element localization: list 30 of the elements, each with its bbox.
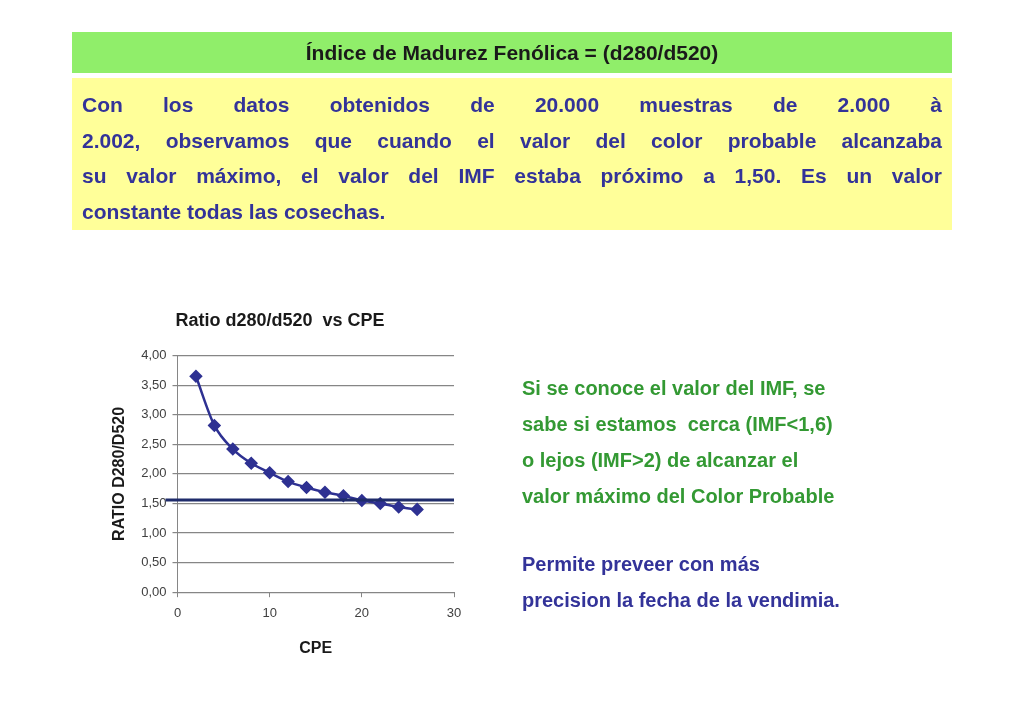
y-tick-label: 3,00 [141, 406, 167, 422]
text: Índice de Madurez Fenólica = (d280/d520) [72, 32, 952, 73]
x-tick-label: 20 [354, 604, 370, 620]
text: Si se conoce el valor del IMF, se sabe si estamos cerca (IMF<1,6) o lejos (IMF>2) de alcanzar el valor máximo del Color Probable [522, 376, 836, 509]
point [281, 475, 295, 488]
y-tick-label: 1,00 [141, 524, 167, 540]
x-tick-label: 0 [173, 604, 182, 620]
point [189, 370, 203, 383]
point [300, 481, 313, 494]
text: Permite preveer con más precision la fecha de la vendimia. [522, 552, 841, 613]
point [410, 503, 424, 516]
point [392, 500, 405, 514]
y-tick-label: 0,00 [141, 583, 167, 599]
y-tick-label: 0,50 [141, 554, 167, 570]
x-axis-title: CPE [299, 638, 333, 656]
y-tick-label: 1,50 [141, 495, 167, 511]
x-tick-label: 10 [262, 604, 277, 620]
y-tick-label: 2,50 [141, 435, 167, 451]
point [318, 485, 332, 499]
point [244, 457, 258, 470]
y-axis-title: RATIO D280/D520 [110, 406, 128, 541]
y-tick-label: 2,00 [141, 465, 167, 481]
text: Con los datos obtenidos de 20.000 muestras de 2.000 à 2.002, observamos que cuando el valor del color probable alcanzaba su valor máximo, el valor del IMF estaba próximo a 1,50. Es un valor constante todas las cosechas. [82, 92, 942, 225]
x-tick-label: 30 [446, 604, 462, 620]
point [226, 442, 240, 456]
point [208, 419, 221, 432]
point [263, 466, 276, 479]
y-tick-label: 4,00 [141, 347, 167, 363]
y-tick-label: 3,50 [141, 376, 167, 392]
chart-title: Ratio d280/d520 vs CPE [175, 309, 385, 330]
